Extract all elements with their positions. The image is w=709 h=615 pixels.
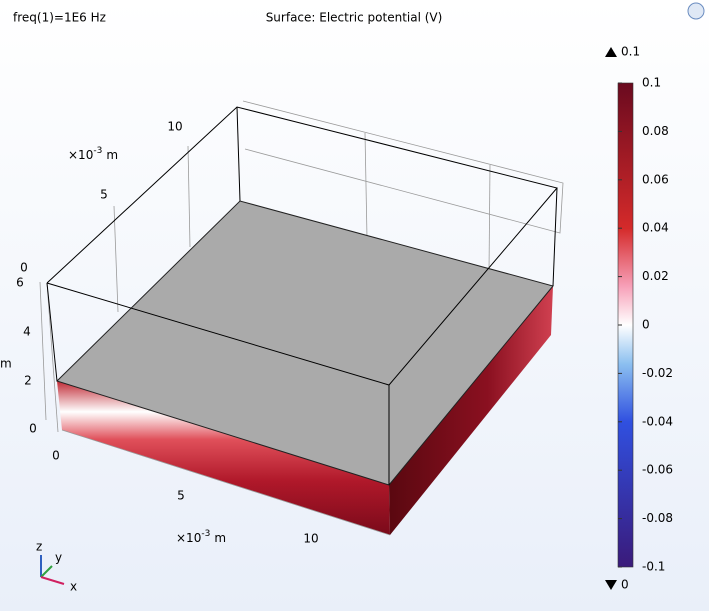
y-tick-label: 5 [100, 188, 108, 202]
unit-m: m [106, 148, 118, 162]
triad-y: y [55, 551, 62, 565]
triad-z: z [36, 540, 42, 554]
back-grid [39, 100, 564, 433]
unit-exp: -3 [93, 146, 102, 156]
y-axis-unit: ×10-3 m [68, 146, 118, 162]
triad-x: x [70, 580, 77, 594]
z-tick-label: 0 [29, 422, 37, 436]
z-tick-label: 2 [24, 374, 32, 388]
triad: z y x [36, 540, 77, 594]
z-tick-label: 6 [16, 276, 24, 290]
x-tick-label: 0 [52, 449, 60, 463]
bounding-box [46, 106, 558, 536]
y-tick-label: 10 [167, 120, 182, 134]
unit-m: m [214, 531, 226, 545]
colorbar-tick-label: -0.04 [642, 414, 673, 428]
unit-base: ×10 [68, 148, 93, 162]
colorbar-min: 0 [621, 578, 629, 592]
colorbar-tick-label: -0.02 [642, 366, 673, 380]
plot-title: Surface: Electric potential (V) [266, 11, 443, 25]
z-tick-label: 4 [23, 325, 31, 339]
colorbar-max: 0.1 [621, 45, 640, 59]
colorbar-tick-label: 0.06 [642, 172, 669, 186]
colorbar-tick-label: 0.08 [642, 124, 669, 138]
x-axis-unit: ×10-3 m [176, 529, 226, 545]
max-arrow [605, 47, 617, 57]
z-axis-unit: m [0, 357, 12, 371]
colorbar-tick-label: 0.1 [642, 76, 661, 90]
unit-exp: -3 [201, 529, 210, 539]
colorbar-tick-label: 0.04 [642, 221, 669, 235]
x-tick-label: 10 [303, 532, 318, 546]
min-arrow [605, 580, 617, 590]
colorbar-tick-label: -0.06 [642, 463, 673, 477]
colorbar-tick-label: 0.02 [642, 269, 669, 283]
colorbar-tick-label: -0.1 [642, 560, 665, 574]
y-tick-label: 0 [20, 261, 28, 275]
toolbar-icon[interactable] [687, 2, 705, 20]
colorbar-tick-label: 0 [642, 318, 650, 332]
unit-base: ×10 [176, 531, 201, 545]
block-side-face [389, 286, 553, 535]
colorbar-tick-label: -0.08 [642, 511, 673, 525]
x-tick-label: 5 [177, 489, 185, 503]
parameter-label: freq(1)=1E6 Hz [13, 11, 106, 25]
block-front-face [57, 381, 390, 535]
